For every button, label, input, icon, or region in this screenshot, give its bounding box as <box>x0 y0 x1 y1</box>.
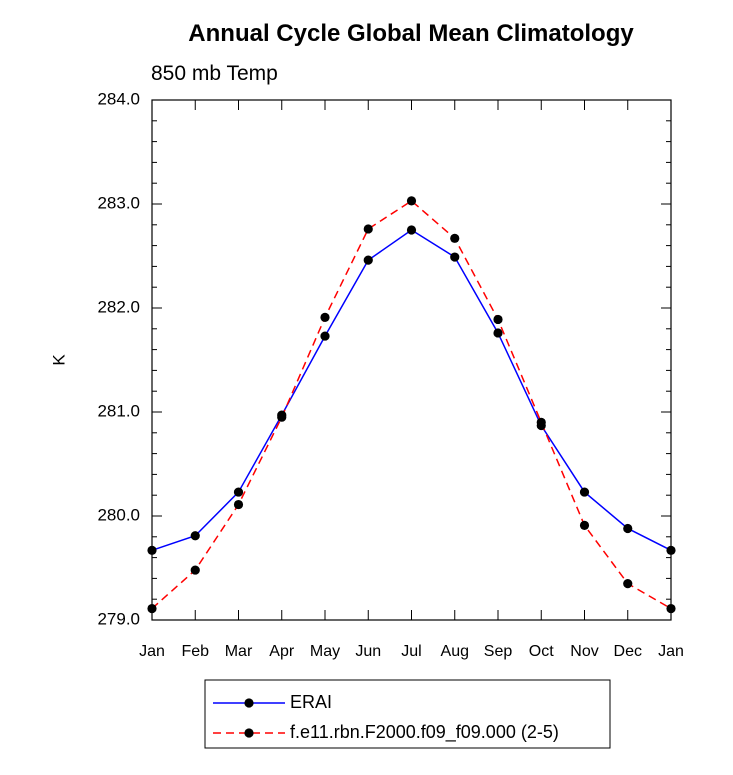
x-tick-label: Mar <box>225 643 253 660</box>
y-tick-label: 283.0 <box>97 193 140 212</box>
data-point-series-0 <box>363 255 373 265</box>
legend-marker-series-0 <box>244 698 254 708</box>
data-point-series-1 <box>406 196 417 206</box>
data-point-series-1 <box>233 499 244 510</box>
data-point-series-0 <box>190 531 200 541</box>
tick-labels: 284.0 283.0 282.0 281.0 280.0 279.0 Jan Feb Mar A… <box>97 89 683 660</box>
data-point-series-1 <box>536 417 546 427</box>
x-tick-label: Apr <box>269 643 295 660</box>
x-tick-label: Feb <box>181 643 209 660</box>
plot-frame <box>151 99 672 621</box>
data-point-series-1 <box>363 224 373 234</box>
series-line-0 <box>151 229 672 552</box>
data-point-series-1 <box>493 314 503 325</box>
x-tick-label: Nov <box>570 643 598 660</box>
legend-label-series-0: ERAI <box>290 692 332 712</box>
series-lines <box>151 199 672 610</box>
axis-ticks <box>151 99 672 621</box>
data-point-series-0 <box>320 331 330 341</box>
data-point-series-0 <box>666 545 676 555</box>
data-point-series-1 <box>277 412 287 422</box>
legend-marker-series-1 <box>244 728 254 738</box>
data-point-series-0 <box>623 523 633 534</box>
series-markers <box>147 196 676 614</box>
x-tick-label: Sep <box>484 643 513 660</box>
y-tick-label: 282.0 <box>97 297 140 316</box>
x-tick-label: May <box>310 643 340 660</box>
x-tick-label: Aug <box>441 643 469 660</box>
x-tick-label: Oct <box>529 643 554 660</box>
data-point-series-0 <box>406 225 417 235</box>
y-tick-label: 279.0 <box>97 609 140 628</box>
y-tick-label: 280.0 <box>97 505 140 524</box>
y-axis-label: K <box>49 354 68 366</box>
x-tick-label: Dec <box>614 643 642 660</box>
x-tick-label: Jan <box>139 643 165 660</box>
data-point-series-1 <box>579 520 590 530</box>
data-point-series-0 <box>450 252 460 262</box>
series-line-1 <box>151 199 672 610</box>
data-point-series-1 <box>450 233 460 243</box>
data-point-series-1 <box>147 603 157 614</box>
legend-label-series-1: f.e11.rbn.F2000.f09_f09.000 (2-5) <box>290 722 559 743</box>
data-point-series-1 <box>623 579 633 589</box>
data-point-series-1 <box>190 565 200 575</box>
chart-title: Annual Cycle Global Mean Climatology <box>188 20 634 47</box>
legend: ERAI f.e11.rbn.F2000.f09_f09.000 (2-5) <box>204 679 611 749</box>
legend-box <box>204 679 611 749</box>
data-point-series-0 <box>233 487 244 497</box>
data-point-series-0 <box>493 328 503 338</box>
x-tick-label: Jun <box>355 643 381 660</box>
chart-subtitle: 850 mb Temp <box>151 62 278 85</box>
y-tick-label: 281.0 <box>97 401 140 420</box>
data-point-series-0 <box>579 487 590 497</box>
data-point-series-1 <box>666 603 676 614</box>
data-point-series-0 <box>147 545 157 555</box>
x-tick-label: Jul <box>401 643 421 660</box>
y-tick-label: 284.0 <box>97 89 140 108</box>
x-tick-label: Jan <box>658 643 684 660</box>
data-point-series-1 <box>320 312 330 322</box>
